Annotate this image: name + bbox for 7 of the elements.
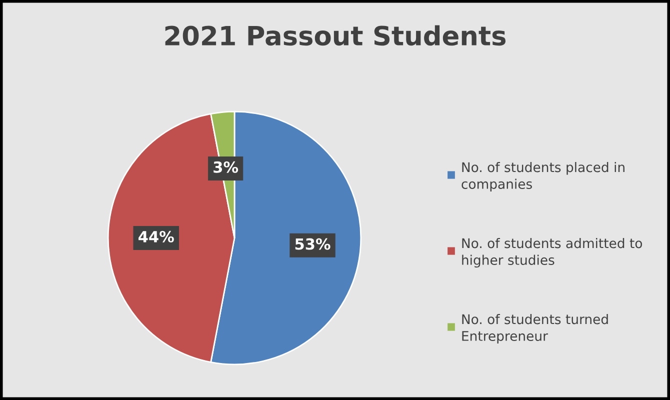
data-label: 44% [138, 230, 174, 242]
legend-label: No. of students placed in companies [462, 162, 624, 192]
data-label: 3% [214, 161, 238, 173]
legend-label: No. of students turned Entrepreneur [462, 314, 608, 344]
data-label: 53% [295, 238, 330, 250]
legend-label: No. of students admitted to higher studies [462, 238, 642, 268]
chart-title: 2021 Passout Students [165, 25, 506, 46]
